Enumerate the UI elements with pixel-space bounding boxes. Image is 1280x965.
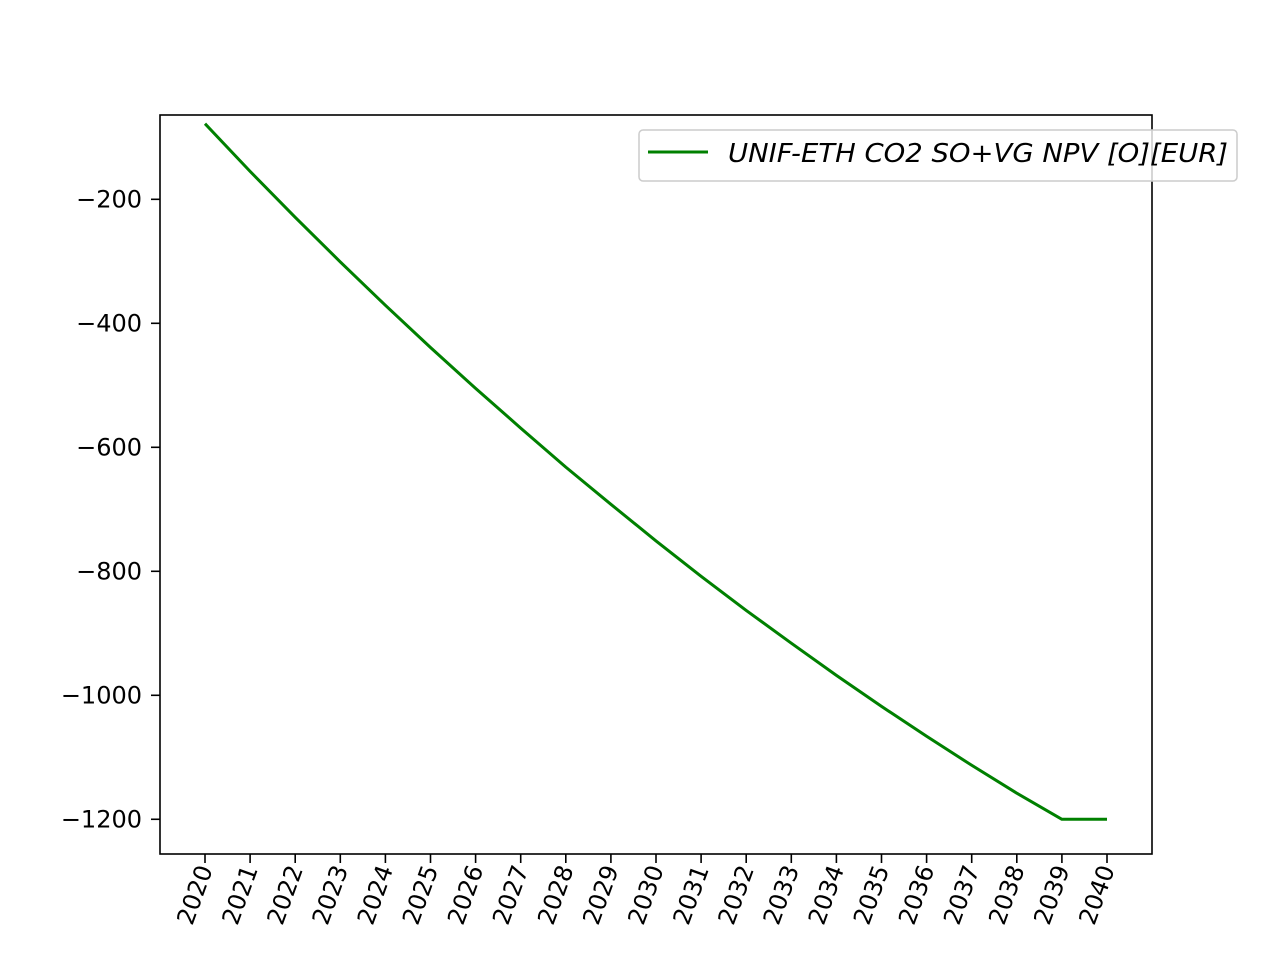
series-layer (203, 122, 1107, 821)
y-tick-label: −800 (76, 557, 142, 585)
y-tick-label: −200 (76, 185, 142, 213)
y-axis: −200 −400 −600 −800 −1000 −1200 (61, 185, 160, 833)
y-tick-label: −600 (76, 433, 142, 461)
legend-label: UNIF-ETH CO2 SO+VG NPV [O][EUR] (728, 139, 1228, 169)
legend-box (638, 129, 1238, 182)
y-tick-label: −1000 (61, 681, 142, 709)
y-tick-label: −1200 (61, 805, 142, 833)
legend: UNIF-ETH CO2 SO+VG NPV [O][EUR] (638, 129, 1238, 182)
series-line-0 (203, 122, 1107, 821)
y-tick-label: −400 (76, 309, 142, 337)
